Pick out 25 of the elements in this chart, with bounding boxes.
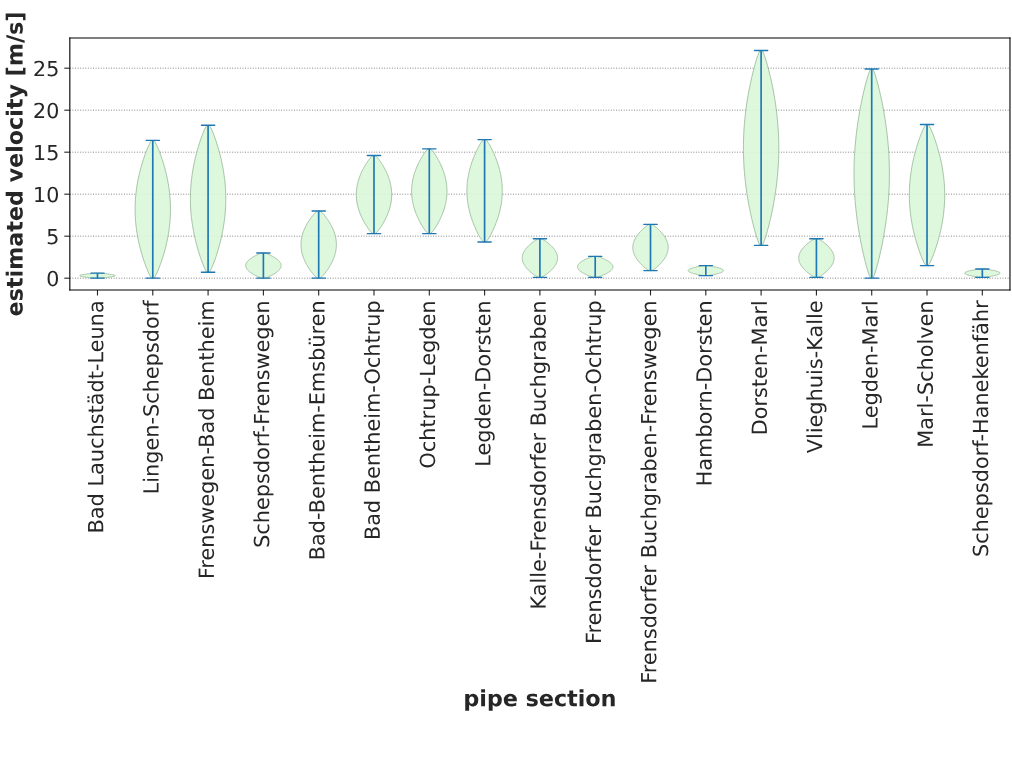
x-axis-title: pipe section bbox=[465, 689, 615, 711]
y-tick-label: 25 bbox=[34, 60, 58, 77]
x-tick-label: Kalle-Frensdorfer Buchgraben bbox=[529, 302, 550, 608]
x-tick-label: Legden-Marl bbox=[861, 302, 882, 428]
y-tick-label: 0 bbox=[47, 270, 59, 287]
x-tick-label: Lingen-Schepsdorf bbox=[142, 299, 163, 493]
y-tick-label: 5 bbox=[47, 228, 58, 245]
x-tick-label: Legden-Dorsten bbox=[474, 302, 495, 465]
y-tick-label: 20 bbox=[34, 102, 59, 119]
y-tick-label: 10 bbox=[35, 186, 59, 203]
x-tick-label: Bad Lauchstädt-Leuna bbox=[87, 302, 104, 532]
x-tick-label: Schepsdorf-Hanekenfähr bbox=[972, 300, 993, 556]
y-tick-label: 15 bbox=[35, 144, 58, 161]
x-tick-label: Bad Bentheim-Ochtrup bbox=[363, 301, 385, 539]
x-tick-label: Frensdorfer Buchgraben-Frenswegen bbox=[640, 302, 661, 682]
x-tick-label: Hamborn-Dorsten bbox=[695, 302, 712, 485]
x-tick-label: Dorsten-Marl bbox=[751, 302, 768, 434]
x-tick-label: Frensdorfer Buchgraben-Ochtrup bbox=[585, 301, 606, 642]
x-tick-label: Marl-Scholven bbox=[916, 302, 934, 446]
x-tick-label: Frenswegen-Bad Bentheim bbox=[198, 302, 219, 578]
x-tick-label: Bad-Bentheim-Emsbüren bbox=[308, 302, 325, 559]
x-tick-label: Schepsdorf-Frenswegen bbox=[253, 302, 274, 547]
y-axis-title: estimated velocity [m/s] bbox=[5, 13, 28, 316]
x-tick-label: Vlieghuis-Kalle bbox=[806, 301, 827, 454]
x-tick-label: Ochtrup-Legden bbox=[419, 302, 440, 468]
